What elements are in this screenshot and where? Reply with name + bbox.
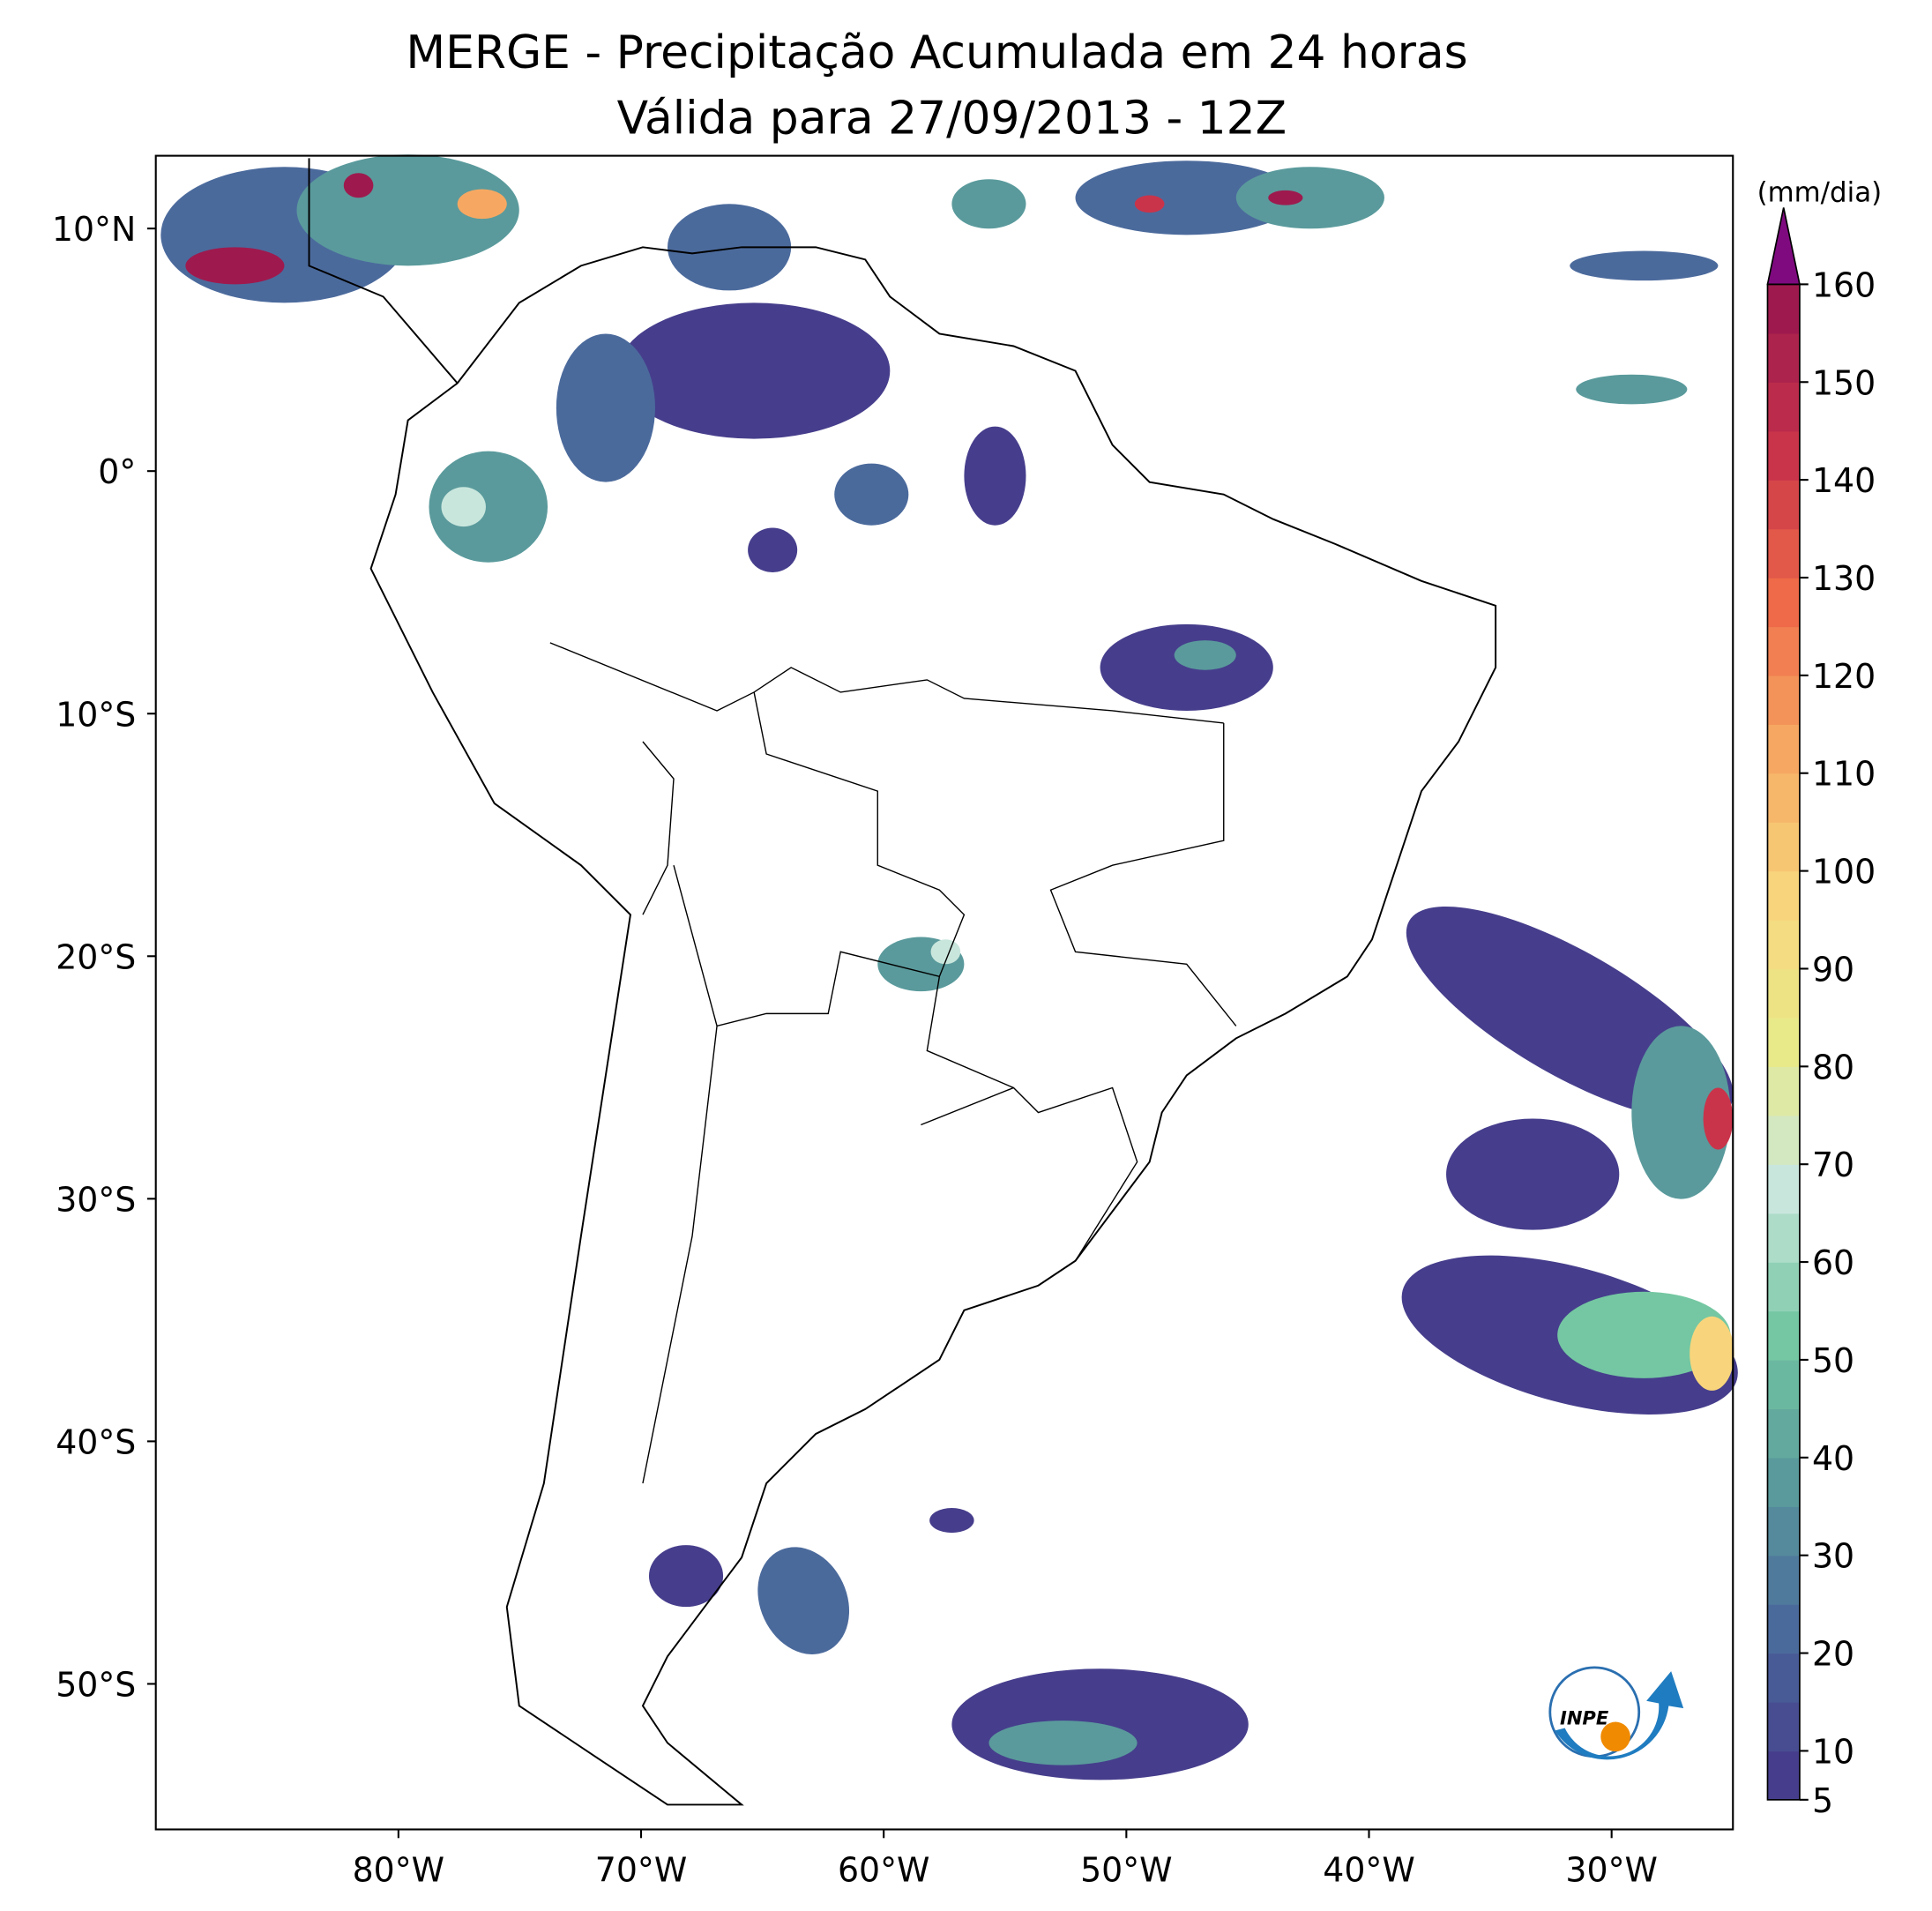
colorbar-band <box>1767 332 1800 383</box>
colorbar-band <box>1767 920 1800 970</box>
logo-text: INPE <box>1560 1706 1609 1728</box>
x-tick-label: 80°W <box>353 1850 444 1889</box>
colorbar-band <box>1767 1506 1800 1556</box>
colorbar-tick-label: 100 <box>1812 853 1876 892</box>
colorbar-band <box>1767 577 1800 628</box>
colorbar-band <box>1767 773 1800 823</box>
colorbar-tick-label: 50 <box>1812 1341 1854 1380</box>
colorbar-band <box>1767 822 1800 872</box>
colorbar-tick-label: 10 <box>1812 1732 1854 1771</box>
coastline <box>308 158 1497 1806</box>
y-tick-label: 10°N <box>52 210 136 249</box>
y-tick-label: 0° <box>98 452 136 491</box>
colorbar-band <box>1767 1751 1800 1801</box>
x-tick-label: 50°W <box>1080 1850 1172 1889</box>
colorbar-band <box>1767 1408 1800 1459</box>
map-frame <box>154 154 1734 1831</box>
colorbar-band <box>1767 1457 1800 1507</box>
borders <box>549 642 1237 1484</box>
x-tick-label: 40°W <box>1323 1850 1414 1889</box>
x-tick-label: 30°W <box>1565 1850 1657 1889</box>
colorbar-label: (mm/dia) <box>1757 176 1883 208</box>
colorbar-band <box>1767 430 1800 481</box>
colorbar-tick-label: 20 <box>1812 1635 1854 1674</box>
colorbar-band <box>1767 1213 1800 1263</box>
x-tick-label: 70°W <box>595 1850 687 1889</box>
colorbar-band <box>1767 675 1800 725</box>
colorbar-tick-label: 90 <box>1812 950 1854 989</box>
colorbar-frame <box>1766 283 1801 1801</box>
colorbar-band <box>1767 1066 1800 1116</box>
map-subtitle: Válida para 27/09/2013 - 12Z <box>617 92 1287 145</box>
colorbar-band <box>1767 1653 1800 1703</box>
precipitation <box>160 154 1738 1780</box>
colorbar-tick-label: 70 <box>1812 1146 1854 1184</box>
colorbar-tick-label: 120 <box>1812 657 1876 696</box>
colorbar-tick-label: 150 <box>1812 363 1876 402</box>
colorbar-band <box>1767 1359 1800 1410</box>
colorbar-band <box>1767 870 1800 921</box>
colorbar-tick-label: 110 <box>1812 755 1876 794</box>
x-tick-label: 60°W <box>838 1850 929 1889</box>
colorbar-band <box>1767 1262 1800 1312</box>
colorbar-tick-label: 80 <box>1812 1048 1854 1086</box>
y-tick-label: 20°S <box>56 937 136 976</box>
colorbar-tick-label: 160 <box>1812 265 1876 304</box>
colorbar-extend <box>1766 207 1801 286</box>
y-tick-label: 40°S <box>56 1422 136 1461</box>
colorbar-tick-label: 5 <box>1812 1781 1833 1820</box>
colorbar-band <box>1767 724 1800 774</box>
colorbar-band <box>1767 528 1800 579</box>
colorbar-band <box>1767 1604 1800 1654</box>
colorbar-band <box>1767 1017 1800 1068</box>
colorbar-band <box>1767 626 1800 676</box>
colorbar-tick-label: 40 <box>1812 1439 1854 1478</box>
colorbar-tick-label: 60 <box>1812 1243 1854 1282</box>
colorbar-band <box>1767 382 1800 432</box>
colorbar-tick-label: 130 <box>1812 559 1876 598</box>
colorbar-band <box>1767 1164 1800 1214</box>
map-title: MERGE - Precipitação Acumulada em 24 hor… <box>406 26 1467 79</box>
colorbar-tick-label: 140 <box>1812 461 1876 500</box>
y-tick-label: 10°S <box>56 695 136 734</box>
colorbar-band <box>1767 968 1800 1019</box>
y-tick-label: 50°S <box>56 1665 136 1704</box>
y-tick-label: 30°S <box>56 1180 136 1219</box>
colorbar-band <box>1767 480 1800 530</box>
map-area <box>154 154 1738 1831</box>
colorbar-tick-label: 30 <box>1812 1537 1854 1576</box>
colorbar-band <box>1767 1115 1800 1165</box>
colorbar-band <box>1767 284 1800 334</box>
colorbar-band <box>1767 1555 1800 1605</box>
colorbar-band <box>1767 1701 1800 1752</box>
colorbar-band <box>1767 1310 1800 1361</box>
logo: INPE <box>1548 1666 1684 1760</box>
